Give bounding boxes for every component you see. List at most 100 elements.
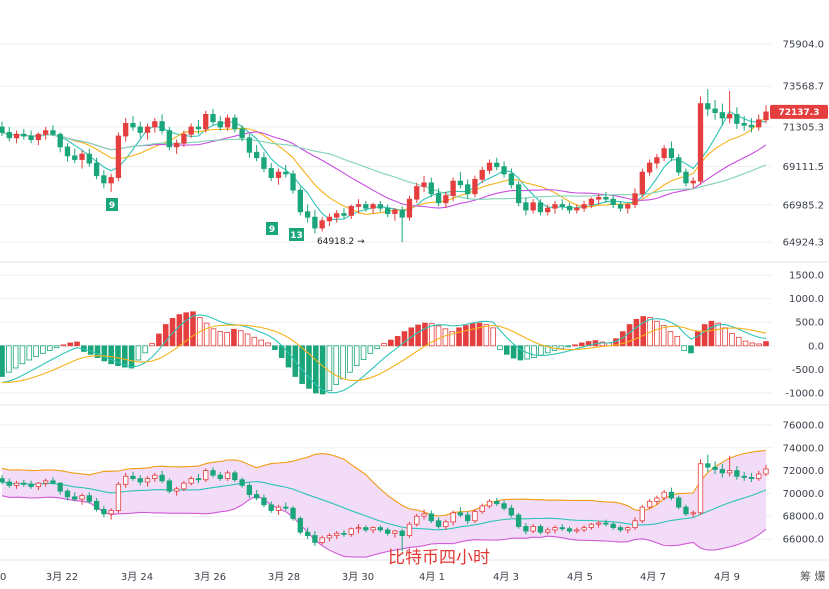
boll-candle-body	[654, 497, 660, 502]
boll-candle-body	[435, 520, 442, 527]
macd-bar	[667, 331, 674, 347]
boll-candle-body	[334, 532, 340, 536]
price-candle	[217, 116, 223, 131]
price-candle-body	[319, 220, 325, 229]
macd-bar	[360, 345, 367, 360]
price-candle-body	[472, 178, 478, 195]
macd-bar	[654, 320, 660, 347]
price-candle	[588, 197, 595, 209]
boll-candle	[676, 495, 682, 510]
boll-candle	[705, 454, 711, 472]
price-candle	[450, 177, 456, 201]
macd-bar	[510, 345, 517, 359]
macd-y-tick-label: -1000.0	[785, 389, 824, 400]
price-candle-body	[719, 112, 725, 119]
boll-candle	[588, 523, 595, 530]
price-y-tick-label: 71305.3	[783, 122, 824, 133]
price-candle	[406, 195, 413, 221]
boll-candle-body	[326, 535, 333, 539]
boll-candle-body	[217, 474, 223, 479]
boll-candle-body	[486, 500, 493, 507]
macd-bar	[6, 345, 12, 373]
price-candle-body	[166, 130, 173, 148]
price-candle-body	[21, 133, 27, 137]
boll-candle	[290, 505, 296, 521]
price-candle	[254, 145, 260, 162]
price-candle	[712, 99, 718, 120]
price-candles	[0, 89, 769, 243]
boll-candle-body	[661, 491, 667, 499]
price-candle-body	[559, 204, 565, 207]
boll-candle-body	[763, 468, 769, 475]
price-candle-body	[86, 153, 92, 164]
price-candle-body	[130, 123, 136, 128]
x-tick-label: 4月 9	[714, 571, 740, 583]
price-candle-body	[246, 137, 253, 153]
price-candle-body	[639, 171, 645, 195]
boll-candle	[595, 520, 602, 528]
boll-candle	[610, 521, 616, 530]
boll-candle-body	[632, 520, 638, 529]
macd-dea-line	[1, 324, 767, 384]
macd-bar	[428, 323, 435, 347]
macd-bar	[626, 324, 633, 347]
boll-candle	[683, 504, 689, 517]
price-candle-body	[254, 151, 260, 159]
price-candle-body	[632, 193, 638, 205]
price-candle-body	[494, 162, 500, 168]
price-candle-body	[159, 121, 165, 132]
price-candle	[472, 175, 478, 198]
price-candle	[734, 107, 740, 129]
boll-upper-line	[1, 449, 767, 517]
boll-candle	[377, 525, 384, 533]
boll-candle	[763, 464, 769, 477]
price-candle-body	[566, 205, 573, 211]
price-candle	[159, 114, 165, 135]
price-candle	[690, 177, 696, 189]
price-candle-body	[428, 182, 434, 195]
macd-bar	[333, 345, 340, 385]
boll-candle	[21, 479, 27, 487]
macd-bar	[538, 345, 544, 356]
macd-bar	[756, 343, 762, 347]
macd-bar	[394, 335, 401, 347]
price-candle-body	[399, 209, 405, 218]
price-candle-body	[384, 207, 391, 214]
boll-candle	[574, 527, 580, 534]
boll-candle	[726, 455, 733, 477]
boll-candle	[406, 521, 413, 538]
price-candle	[530, 199, 536, 214]
boll-candle	[443, 519, 449, 530]
macd-bar	[688, 345, 694, 354]
bollinger-candles	[0, 454, 769, 552]
boll-candle-body	[355, 527, 362, 530]
macd-bar	[497, 345, 503, 350]
boll-candle-body	[137, 478, 143, 483]
boll-candle-body	[290, 507, 296, 519]
price-candle	[43, 127, 49, 140]
boll-candle-body	[501, 503, 507, 509]
macd-bar	[231, 328, 237, 347]
price-candle	[297, 186, 303, 216]
price-candle-body	[763, 111, 769, 121]
boll-y-tick-label: 66000.0	[783, 535, 824, 546]
boll-candle	[312, 531, 318, 546]
boll-candle	[13, 480, 20, 489]
macd-bar	[326, 345, 333, 392]
price-candle-body	[610, 198, 616, 205]
boll-candle	[210, 467, 216, 478]
price-candle	[566, 202, 573, 214]
boll-candle-body	[43, 480, 49, 484]
x-tick-label: 4月 5	[567, 571, 593, 583]
macd-bar	[108, 345, 114, 365]
boll-candle	[566, 526, 573, 534]
price-candle-body	[617, 204, 624, 209]
price-candle	[348, 204, 354, 219]
boll-candle	[479, 503, 485, 514]
price-candle-body	[748, 124, 755, 128]
price-candle	[283, 164, 289, 178]
boll-candle	[756, 470, 762, 481]
boll-candle-body	[297, 518, 303, 533]
price-candle-body	[741, 123, 747, 126]
